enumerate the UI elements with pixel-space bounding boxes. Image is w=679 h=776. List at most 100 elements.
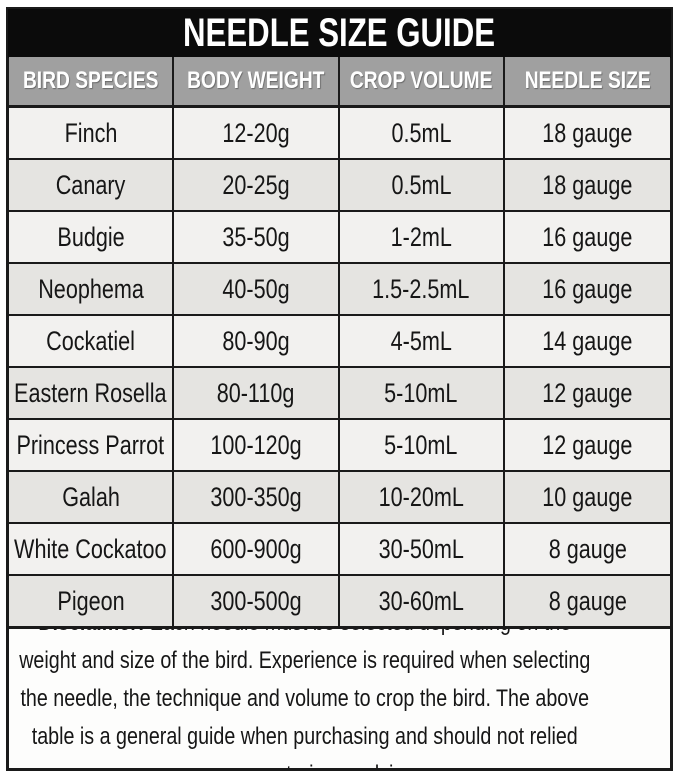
column-header-label: BODY WEIGHT	[187, 67, 325, 94]
cell-value: 18 gauge	[542, 117, 633, 148]
table-cell-species: Princess Parrot	[9, 420, 175, 470]
cell-value: 10 gauge	[542, 481, 633, 512]
cell-value: 1.5-2.5mL	[372, 273, 470, 304]
table-row: White Cockatoo 600-900g 30-50mL 8 gauge	[9, 524, 670, 576]
table-row: Pigeon 300-500g 30-60mL 8 gauge	[9, 576, 670, 629]
table-cell-body-weight: 300-500g	[174, 576, 340, 626]
cell-value: 300-350g	[210, 481, 302, 512]
cell-value: Neophema	[37, 273, 144, 304]
cell-value: 300-500g	[210, 585, 302, 616]
table-body: Finch 12-20g 0.5mL 18 gauge Canary 20-25…	[9, 108, 670, 629]
table-cell-needle-size: 16 gauge	[505, 264, 670, 314]
cell-value: 0.5mL	[391, 117, 452, 148]
table-row: Canary 20-25g 0.5mL 18 gauge	[9, 160, 670, 212]
table-row: Princess Parrot 100-120g 5-10mL 12 gauge	[9, 420, 670, 472]
table-row: Finch 12-20g 0.5mL 18 gauge	[9, 108, 670, 160]
cell-value: 4-5mL	[390, 325, 452, 356]
cell-value: 12-20g	[222, 117, 290, 148]
cell-value: 16 gauge	[542, 221, 633, 252]
cell-value: Budgie	[56, 221, 125, 252]
table-cell-species: Cockatiel	[9, 316, 175, 366]
cell-value: 30-50mL	[378, 533, 464, 564]
table-cell-needle-size: 10 gauge	[505, 472, 670, 522]
page-title: NEEDLE SIZE GUIDE	[183, 11, 496, 55]
cell-value: Princess Parrot	[16, 429, 165, 460]
cell-value: Cockatiel	[46, 325, 136, 356]
table-cell-species: Neophema	[9, 264, 175, 314]
table-cell-crop-volume: 30-50mL	[340, 524, 505, 574]
cell-value: 35-50g	[222, 221, 290, 252]
cell-value: 18 gauge	[542, 169, 633, 200]
table-row: Eastern Rosella 80-110g 5-10mL 12 gauge	[9, 368, 670, 420]
cell-value: 5-10mL	[384, 377, 458, 408]
cell-value: 16 gauge	[542, 273, 633, 304]
table-cell-species: White Cockatoo	[9, 524, 175, 574]
table-cell-species: Eastern Rosella	[9, 368, 175, 418]
cell-value: 80-110g	[217, 377, 295, 408]
disclaimer-label: Disclaimer:	[38, 629, 144, 636]
cell-value: 5-10mL	[384, 429, 458, 460]
cell-value: Finch	[64, 117, 118, 148]
table-cell-body-weight: 12-20g	[174, 108, 340, 158]
table-cell-crop-volume: 0.5mL	[340, 108, 505, 158]
table-cell-body-weight: 40-50g	[174, 264, 340, 314]
table-cell-needle-size: 12 gauge	[505, 368, 670, 418]
table-cell-crop-volume: 10-20mL	[340, 472, 505, 522]
table-cell-crop-volume: 4-5mL	[340, 316, 505, 366]
cell-value: 8 gauge	[548, 585, 627, 616]
column-header-label: NEEDLE SIZE	[524, 67, 651, 94]
table-cell-body-weight: 20-25g	[174, 160, 340, 210]
table-cell-body-weight: 80-90g	[174, 316, 340, 366]
disclaimer-text: Each needle must be selected depending o…	[18, 629, 590, 768]
table-cell-needle-size: 16 gauge	[505, 212, 670, 262]
column-header-bird-species: BIRD SPECIES	[9, 57, 175, 105]
column-header-label: BIRD SPECIES	[22, 67, 159, 94]
table-cell-species: Galah	[9, 472, 175, 522]
cell-value: 12 gauge	[542, 377, 633, 408]
title-bar: NEEDLE SIZE GUIDE	[8, 9, 671, 58]
table-cell-needle-size: 8 gauge	[505, 524, 670, 574]
table-cell-species: Budgie	[9, 212, 175, 262]
table-row: Cockatiel 80-90g 4-5mL 14 gauge	[9, 316, 670, 368]
table-row: Galah 300-350g 10-20mL 10 gauge	[9, 472, 670, 524]
disclaimer: Disclaimer: Each needle must be selected…	[13, 629, 596, 768]
cell-value: Eastern Rosella	[14, 377, 167, 408]
column-header-needle-size: NEEDLE SIZE	[505, 57, 670, 105]
table-cell-body-weight: 300-350g	[174, 472, 340, 522]
table-cell-crop-volume: 5-10mL	[340, 368, 505, 418]
table-cell-species: Canary	[9, 160, 175, 210]
table-cell-needle-size: 14 gauge	[505, 316, 670, 366]
table-cell-body-weight: 600-900g	[174, 524, 340, 574]
cell-value: White Cockatoo	[14, 533, 167, 564]
column-header-crop-volume: CROP VOLUME	[340, 57, 505, 105]
table-cell-needle-size: 18 gauge	[505, 108, 670, 158]
cell-value: 10-20mL	[378, 481, 464, 512]
table-cell-needle-size: 8 gauge	[505, 576, 670, 626]
disclaimer-box: Disclaimer: Each needle must be selected…	[9, 629, 670, 768]
cell-value: 14 gauge	[542, 325, 633, 356]
needle-size-guide-card: NEEDLE SIZE GUIDE BIRD SPECIES BODY WEIG…	[6, 7, 673, 771]
table-row: Budgie 35-50g 1-2mL 16 gauge	[9, 212, 670, 264]
cell-value: 12 gauge	[542, 429, 633, 460]
cell-value: 20-25g	[222, 169, 290, 200]
cell-value: Galah	[61, 481, 120, 512]
cell-value: 100-120g	[210, 429, 302, 460]
table-cell-crop-volume: 0.5mL	[340, 160, 505, 210]
table-cell-crop-volume: 30-60mL	[340, 576, 505, 626]
table-cell-needle-size: 18 gauge	[505, 160, 670, 210]
column-header-label: CROP VOLUME	[349, 67, 493, 94]
table-cell-crop-volume: 1.5-2.5mL	[340, 264, 505, 314]
cell-value: 8 gauge	[548, 533, 627, 564]
cell-value: Pigeon	[56, 585, 125, 616]
table-row: Neophema 40-50g 1.5-2.5mL 16 gauge	[9, 264, 670, 316]
table-cell-species: Pigeon	[9, 576, 175, 626]
column-header-body-weight: BODY WEIGHT	[174, 57, 340, 105]
cell-value: 80-90g	[222, 325, 290, 356]
cell-value: 40-50g	[222, 273, 290, 304]
cell-value: Canary	[55, 169, 126, 200]
table-cell-body-weight: 35-50g	[174, 212, 340, 262]
table-cell-needle-size: 12 gauge	[505, 420, 670, 470]
cell-value: 30-60mL	[378, 585, 464, 616]
table-cell-crop-volume: 1-2mL	[340, 212, 505, 262]
